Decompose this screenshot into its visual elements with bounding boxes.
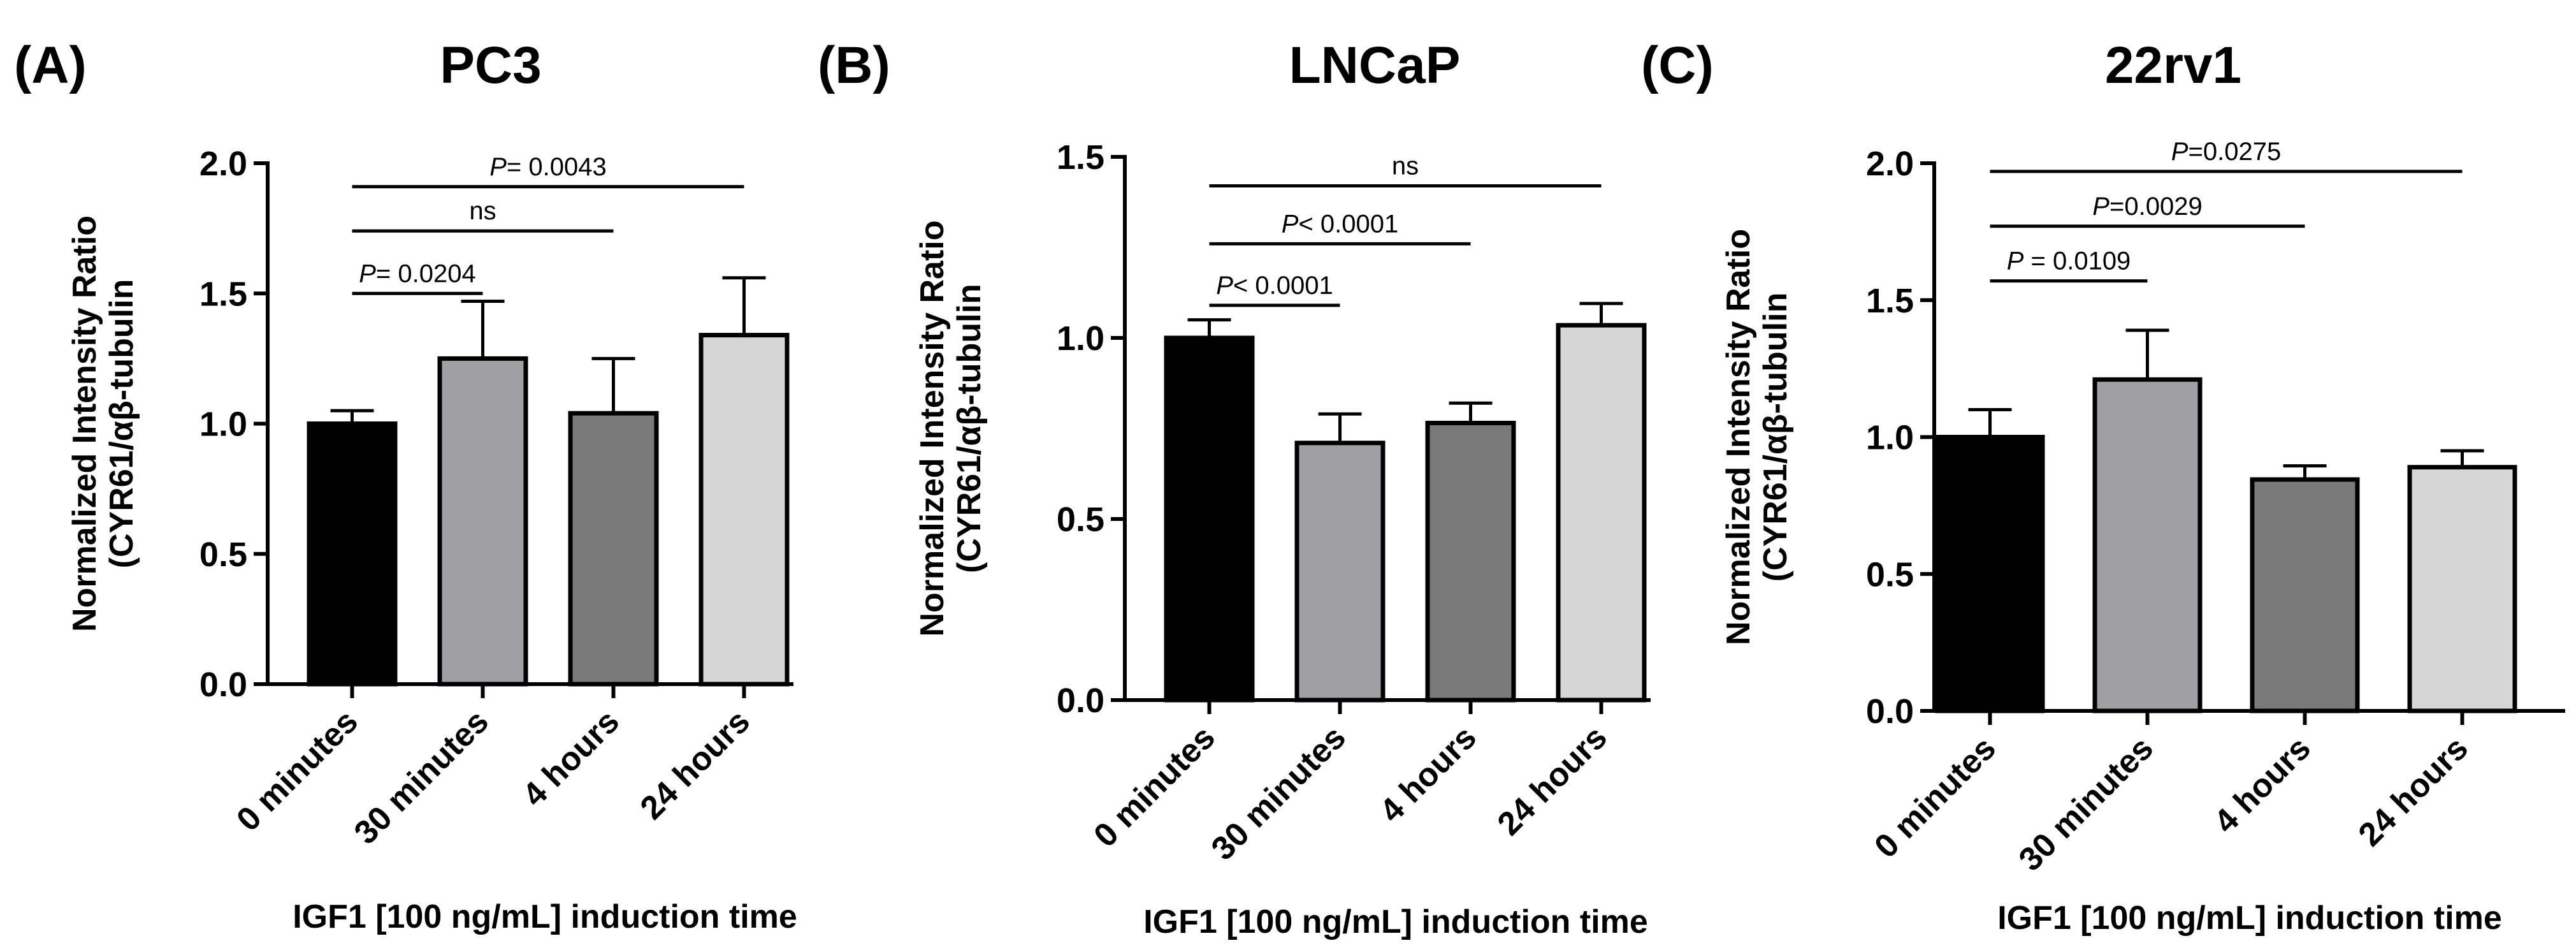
y-tick-label: 2.0 (199, 145, 247, 183)
bar (437, 356, 528, 687)
y-axis-title: Normalized Intensity Ratio(CYR61/αβ-tubu… (1720, 229, 1794, 645)
y-tick-label: 1.5 (199, 275, 247, 313)
y-tick-label: 0.0 (1057, 682, 1104, 720)
y-tick-label: 0.0 (1866, 692, 1914, 731)
p-symbol: P (489, 153, 507, 181)
y-tick-label: 0.5 (199, 536, 247, 574)
category-label: 30 minutes (347, 703, 496, 851)
y-axis-title-line: Normalized Intensity Ratio (66, 216, 103, 632)
category-label: 0 minutes (1867, 729, 2003, 865)
y-tick-label: 1.0 (199, 406, 247, 444)
category-label: 4 hours (1373, 719, 1484, 829)
significance-label: P=0.0029 (2092, 193, 2202, 221)
bar (1935, 435, 2045, 713)
chart-title: 22rv1 (2105, 36, 2241, 94)
bar (1425, 420, 1516, 703)
bar (698, 333, 790, 687)
p-symbol: P (2171, 138, 2189, 166)
y-axis-title: Normalized Intensity Ratio(CYR61/αβ-tubu… (66, 216, 140, 632)
panel-label: (B) (818, 36, 890, 94)
p-value: = 0.0043 (507, 153, 607, 181)
x-axis-title: IGF1 [100 ng/mL] induction time (1143, 903, 1648, 940)
y-tick-label: 0.5 (1866, 555, 1914, 594)
y-tick-label: 1.0 (1866, 419, 1914, 457)
y-axis-title-line: (CYR61/αβ-tubulin (103, 279, 140, 569)
category-label: 24 hours (2352, 729, 2475, 853)
significance-label: P< 0.0001 (1216, 272, 1333, 300)
y-axis-title: Normalized Intensity Ratio(CYR61/αβ-tubu… (914, 221, 988, 637)
significance-label: P= 0.0043 (489, 153, 607, 181)
chart-title: PC3 (440, 36, 542, 94)
bar (2407, 465, 2517, 713)
bar (568, 411, 659, 687)
y-axis-title-line: (CYR61/αβ-tubulin (1757, 293, 1794, 582)
category-label: 30 minutes (2012, 729, 2160, 878)
y-tick-label: 1.5 (1057, 138, 1104, 177)
y-tick-label: 1.0 (1057, 319, 1104, 358)
p-value: ns (469, 197, 496, 225)
y-tick-label: 1.5 (1866, 282, 1914, 320)
category-label: 0 minutes (229, 703, 365, 838)
significance-label: P= 0.0204 (359, 259, 476, 288)
significance-label: ns (469, 197, 496, 225)
y-tick-label: 0.0 (199, 666, 247, 704)
p-value: < 0.0001 (1233, 272, 1333, 300)
p-symbol: P (2092, 193, 2109, 221)
p-value: =0.0275 (2188, 138, 2281, 166)
panel-c: (C) 22rv1 0.0 0.5 1.0 1.5 2.0 0 minutes 30 minut… (1641, 36, 2565, 937)
significance-label: P = 0.0109 (2007, 247, 2131, 275)
bar (307, 421, 398, 687)
y-axis-title-line: Normalized Intensity Ratio (914, 221, 951, 637)
y-tick-label: 0.5 (1057, 501, 1104, 539)
x-axis-title: IGF1 [100 ng/mL] induction time (293, 898, 797, 935)
p-value: = 0.0109 (2023, 247, 2131, 275)
p-value: ns (1392, 152, 1419, 180)
category-label: 24 hours (1491, 719, 1614, 842)
p-symbol: P (359, 259, 376, 288)
p-symbol: P (1216, 272, 1233, 300)
category-label: 0 minutes (1087, 719, 1222, 854)
bar (2092, 377, 2203, 713)
y-axis-title-line: Normalized Intensity Ratio (1720, 229, 1757, 645)
p-value: = 0.0204 (376, 259, 476, 288)
panel-label: (C) (1641, 36, 1714, 94)
significance-label: ns (1392, 152, 1419, 180)
category-label: 24 hours (633, 703, 757, 826)
category-label: 4 hours (516, 703, 626, 814)
p-symbol: P (2007, 247, 2024, 275)
y-axis-title-line: (CYR61/αβ-tubulin (951, 284, 988, 573)
p-value: < 0.0001 (1298, 210, 1398, 238)
category-label: 30 minutes (1205, 719, 1353, 867)
panel-label: (A) (14, 36, 87, 94)
bar (1294, 441, 1386, 703)
y-tick-label: 2.0 (1866, 145, 1914, 183)
chart-title: LNCaP (1289, 36, 1461, 94)
bar (1556, 323, 1647, 703)
p-value: =0.0029 (2109, 193, 2203, 221)
p-symbol: P (1282, 210, 1299, 238)
category-label: 4 hours (2207, 729, 2318, 840)
bar (1164, 335, 1255, 703)
x-axis-title: IGF1 [100 ng/mL] induction time (1997, 900, 2502, 937)
significance-label: P=0.0275 (2171, 138, 2281, 166)
significance-label: P< 0.0001 (1282, 210, 1399, 238)
bar (2250, 477, 2360, 713)
